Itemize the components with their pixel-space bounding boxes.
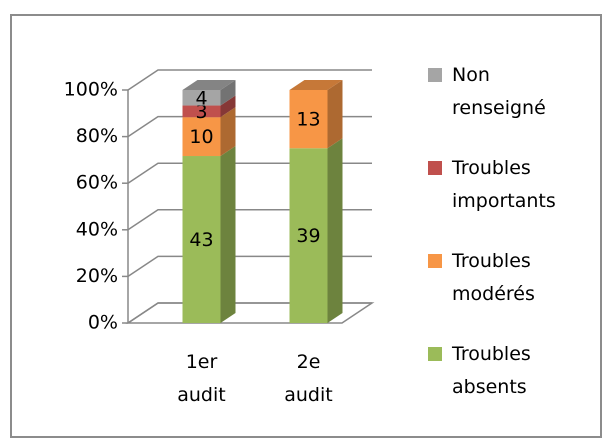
x-tick-line: 2e	[297, 351, 321, 373]
legend-line: Non	[452, 64, 490, 86]
bar-front	[289, 90, 328, 149]
bar-segment	[289, 80, 343, 149]
data-label: 10	[189, 126, 213, 148]
grid-line	[127, 69, 372, 91]
y-tick-label: 20%	[76, 265, 118, 287]
y-tick-label: 0%	[88, 312, 118, 334]
legend-swatch	[428, 254, 442, 268]
legend-line: Troubles	[451, 343, 531, 365]
legend-line: Troubles	[451, 157, 531, 179]
data-label: 13	[296, 109, 320, 131]
legend-swatch	[428, 161, 442, 175]
legend-label: Troubles importants	[451, 157, 556, 212]
x-tick-line: audit	[177, 384, 225, 406]
bar-front	[289, 148, 328, 323]
legend-line: Troubles	[451, 250, 531, 272]
x-tick-line: audit	[284, 384, 332, 406]
y-tick-label: 60%	[76, 172, 118, 194]
legend-label: Troubles modérés	[451, 250, 535, 305]
bar-segment	[182, 107, 236, 157]
bar-segment	[289, 138, 343, 323]
y-tick-label: 100%	[64, 79, 118, 101]
bar-front	[182, 90, 221, 106]
legend-line: importants	[452, 190, 556, 212]
legend-line: modérés	[452, 283, 535, 305]
bar-front	[182, 105, 221, 118]
bar-front	[182, 156, 221, 323]
data-label: 4	[195, 87, 207, 109]
x-tick-line: 1er	[186, 351, 218, 373]
bar-segment	[182, 146, 236, 323]
bar-top	[289, 80, 343, 90]
bar-side	[220, 107, 236, 157]
data-label: 43	[189, 229, 213, 251]
bar-segment	[182, 95, 236, 118]
bar-side	[327, 80, 343, 149]
bar-top	[182, 80, 236, 90]
bar-side	[220, 95, 236, 118]
x-tick-label: 1er audit	[177, 351, 225, 406]
bar-front	[182, 117, 221, 157]
bar-side	[220, 80, 236, 106]
bar-segment	[182, 80, 236, 106]
data-label: 39	[296, 225, 320, 247]
bar-side	[327, 138, 343, 323]
legend-label: Troubles absents	[451, 343, 531, 398]
legend-swatch	[428, 68, 442, 82]
bar-side	[220, 146, 236, 323]
legend-line: absents	[452, 376, 527, 398]
data-label: 3	[195, 101, 207, 123]
legend-line: renseigné	[452, 97, 546, 119]
y-tick-label: 80%	[76, 125, 118, 147]
legend-swatch	[428, 347, 442, 361]
legend-label: Non renseigné	[452, 64, 546, 119]
y-tick-label: 40%	[76, 218, 118, 240]
x-tick-label: 2e audit	[284, 351, 332, 406]
